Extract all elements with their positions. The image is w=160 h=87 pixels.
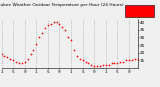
Point	[15, 61, 17, 62]
Point	[107, 64, 110, 66]
Point	[131, 60, 133, 61]
Point	[96, 66, 98, 67]
Point	[3, 55, 6, 56]
Point	[73, 49, 75, 50]
Point	[21, 63, 23, 64]
Point	[128, 60, 130, 61]
Point	[81, 60, 84, 61]
Point	[26, 58, 29, 59]
Point	[49, 23, 52, 24]
Point	[70, 40, 72, 41]
Point	[58, 23, 61, 24]
Point	[110, 63, 113, 64]
Point	[32, 49, 35, 50]
Point	[61, 26, 64, 27]
Point	[29, 53, 32, 55]
Point	[12, 60, 14, 61]
Point	[64, 29, 67, 31]
Point	[84, 61, 87, 62]
Point	[0, 53, 3, 55]
Point	[35, 43, 38, 44]
Point	[122, 61, 124, 62]
Point	[41, 32, 43, 34]
Point	[78, 58, 81, 59]
Point	[104, 64, 107, 66]
Point	[87, 63, 90, 64]
Point	[55, 21, 58, 23]
Point	[136, 58, 139, 59]
Point	[47, 25, 49, 26]
Point	[18, 63, 20, 64]
Point	[9, 58, 12, 59]
Point	[38, 37, 40, 38]
Point	[116, 63, 119, 64]
Point	[125, 60, 127, 61]
Point	[99, 66, 101, 67]
Text: Milwaukee Weather Outdoor Temperature per Hour (24 Hours): Milwaukee Weather Outdoor Temperature pe…	[0, 3, 124, 7]
Point	[119, 61, 121, 62]
Point	[6, 57, 9, 58]
Point	[133, 58, 136, 59]
Point	[67, 37, 69, 38]
Point	[113, 63, 116, 64]
Point	[44, 28, 46, 29]
Point	[76, 55, 78, 56]
Point	[52, 21, 55, 23]
Point	[90, 64, 93, 66]
Point	[102, 64, 104, 66]
Point	[24, 61, 26, 62]
Point	[93, 66, 96, 67]
